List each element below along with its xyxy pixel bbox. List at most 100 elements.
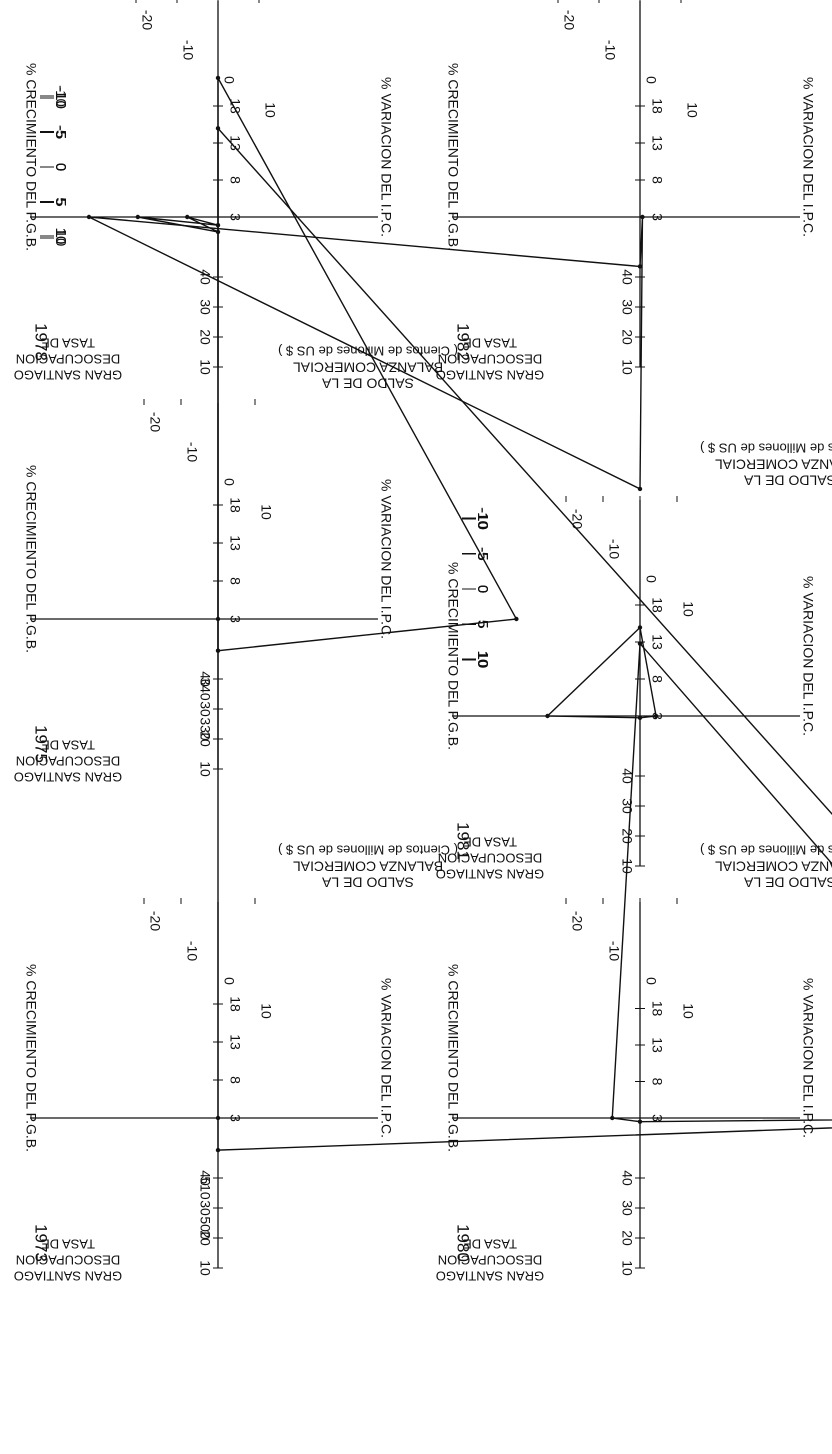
desocupacion-tick-label: 18 — [649, 1001, 665, 1017]
balanza-title-2: BALANZA COMERCIAL — [715, 858, 832, 874]
pgb-axis-title: % CRECIMIENTO DEL P.G.B. — [23, 465, 39, 653]
pgb-tick-label: 10 — [52, 230, 69, 247]
balanza-tick-label: 10 — [258, 504, 274, 520]
desocupacion-title-3: GRAN SANTIAGO — [436, 1269, 544, 1284]
balanza-title-2: BALANZA COMERCIAL — [293, 359, 443, 375]
year-label: 1981 — [454, 822, 473, 860]
pgb-tick-label: 5 — [52, 197, 69, 205]
data-point — [637, 264, 643, 269]
ipc-tick-label: 20 — [619, 1230, 635, 1246]
ipc-tick-label: 20 — [619, 329, 635, 345]
ipc-tick-label: 40 — [197, 1170, 213, 1186]
radar-panel-1980: 10 5 0 -5 -10 -20 -10 0 10 18 13 8 3 40 30 20 10 1980 % CR… — [436, 508, 832, 1284]
pgb-tick-label: -5 — [474, 547, 491, 560]
pgb-tick-label: -5 — [474, 547, 491, 560]
balanza-title-3: ( Cientos de Millones de US $ ) — [278, 344, 458, 359]
balanza-title-3: ( Cientos de Millones de US $ ) — [700, 441, 832, 456]
pgb-tick-label: 5 — [474, 620, 491, 628]
data-point — [86, 214, 92, 220]
data-point — [637, 486, 643, 492]
pgb-tick-label: 0 — [474, 585, 491, 593]
desocupacion-tick-label: 13 — [227, 135, 243, 151]
desocupacion-title-2: DESOCUPACION — [438, 851, 543, 866]
desocupacion-title-2: DESOCUPACION — [438, 352, 543, 367]
desocupacion-title-1: TASA DE — [463, 835, 517, 850]
pgb-tick-label: 10 — [474, 652, 491, 669]
year-label: 1978 — [32, 323, 51, 361]
pgb-tick-label: 5 — [52, 197, 69, 205]
balanza-tick-label: -20 — [569, 509, 585, 529]
ipc-tick-label: 10 — [197, 761, 213, 777]
ipc-tick-label: 30 — [197, 299, 213, 315]
radar-panel-1975: 1050-5-10-20-100101813834030201034033019… — [14, 75, 519, 785]
ipc-axis-title: % VARIACION DEL I.P.C. — [800, 77, 816, 237]
radar-panel-1973: 1050-5-10-20-100101813834030201051050019… — [14, 87, 832, 1284]
ipc-tick-label: 10 — [197, 359, 213, 375]
balanza-tick-label: -10 — [184, 941, 200, 961]
pgb-tick-label: 0 — [474, 585, 491, 593]
ipc-tick-label: 10 — [619, 1260, 635, 1276]
pgb-tick-label: 0 — [52, 163, 69, 171]
desocupacion-tick-label: 13 — [227, 1034, 243, 1050]
desocupacion-title-1: TASA DE — [463, 336, 517, 351]
desocupacion-tick-label: 3 — [227, 615, 243, 623]
pgb-tick-label: 0 — [52, 163, 69, 171]
data-point — [215, 648, 221, 653]
ipc-tick-label: 10 — [619, 858, 635, 874]
data-point — [185, 214, 190, 220]
balanza-tick-label: 0 — [643, 977, 659, 985]
pgb-axis-title: % CRECIMIENTO DEL P.G.B. — [445, 964, 461, 1152]
desocupacion-tick-label: 13 — [649, 135, 665, 151]
pgb-tick-label: -5 — [52, 126, 69, 139]
data-point — [637, 625, 643, 630]
balanza-tick-label: 0 — [221, 977, 237, 985]
pgb-tick-label: 10 — [52, 228, 69, 245]
desocupacion-tick-label: 18 — [649, 597, 665, 613]
pgb-tick-label: 10 — [474, 651, 491, 668]
pgb-axis-title: % CRECIMIENTO DEL P.G.B. — [23, 63, 39, 251]
desocupacion-tick-label: 13 — [649, 634, 665, 650]
balanza-tick-label: -10 — [602, 40, 618, 60]
ipc-axis-title: % VARIACION DEL I.P.C. — [800, 576, 816, 736]
year-label: 1982 — [454, 323, 473, 361]
ipc-axis-title: % VARIACION DEL I.P.C. — [378, 479, 394, 639]
balanza-tick-label: -20 — [147, 412, 163, 432]
pgb-axis-title: % CRECIMIENTO DEL P.G.B. — [445, 63, 461, 251]
ipc-tick-label: 10 — [619, 359, 635, 375]
year-label: 1980 — [454, 1224, 473, 1262]
balanza-tick-label: 10 — [684, 102, 700, 118]
desocupacion-title-2: DESOCUPACION — [16, 1253, 121, 1268]
desocupacion-title-1: TASA DE — [41, 336, 95, 351]
ipc-tick-label: 30 — [619, 798, 635, 814]
balanza-tick-label: 10 — [258, 1003, 274, 1019]
desocupacion-tick-label: 18 — [227, 996, 243, 1012]
balanza-tick-label: 10 — [680, 1003, 696, 1019]
pgb-tick-label: -5 — [52, 125, 69, 138]
ipc-point-label: 500 — [197, 1216, 213, 1240]
desocupacion-tick-label: 8 — [227, 577, 243, 585]
balanza-title-3: ( Cientos de Millones de US $ ) — [700, 843, 832, 858]
desocupacion-title-3: GRAN SANTIAGO — [436, 368, 544, 383]
ipc-tick-label: 20 — [619, 828, 635, 844]
balanza-title-1: SALDO DE LA — [743, 472, 832, 488]
data-point — [215, 616, 221, 622]
desocupacion-tick-label: 8 — [227, 1076, 243, 1084]
pgb-tick-label: 10 — [474, 651, 491, 668]
desocupacion-tick-label: 8 — [227, 176, 243, 184]
ipc-point-label: 510 — [197, 1176, 213, 1200]
data-point — [640, 214, 645, 220]
desocupacion-tick-label: 8 — [649, 176, 665, 184]
desocupacion-tick-label: 3 — [227, 1114, 243, 1122]
pgb-tick-label: -10 — [52, 87, 69, 109]
data-point — [514, 616, 519, 622]
data-point — [637, 715, 643, 720]
pgb-axis-title: % CRECIMIENTO DEL P.G.B. — [23, 964, 39, 1152]
balanza-tick-label: -10 — [180, 40, 196, 60]
balanza-tick-label: -10 — [606, 539, 622, 559]
balanza-tick-label: 0 — [221, 76, 237, 84]
ipc-tick-label: 40 — [619, 269, 635, 285]
desocupacion-title-2: DESOCUPACION — [16, 352, 121, 367]
balanza-tick-label: 10 — [680, 601, 696, 617]
